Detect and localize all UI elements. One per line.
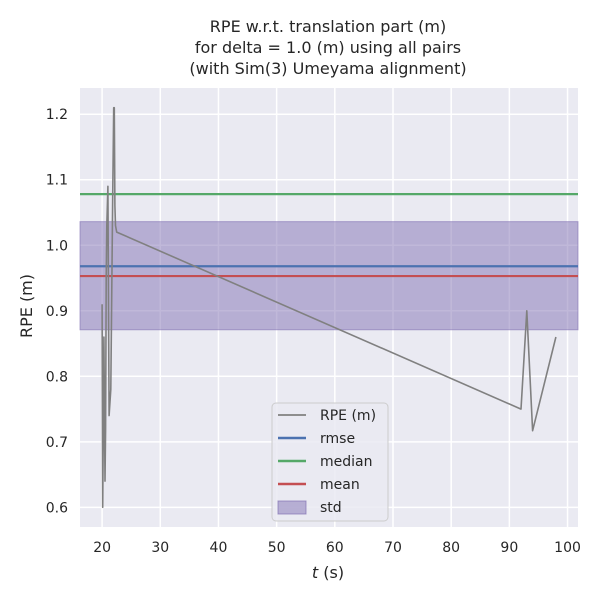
y-tick-label: 1.1	[46, 173, 68, 189]
x-tick-label: 40	[210, 540, 228, 556]
y-tick-label: 0.6	[46, 500, 68, 516]
legend-label: mean	[320, 477, 360, 493]
x-tick-label: 90	[500, 540, 518, 556]
y-tick-label: 0.7	[46, 435, 68, 451]
x-axis-variable: t	[312, 563, 319, 582]
y-tick-label: 1.2	[46, 107, 68, 123]
legend-swatch-std	[277, 500, 307, 515]
y-tick-label: 0.9	[46, 304, 68, 320]
plot-area	[79, 88, 579, 527]
x-tick-label: 100	[554, 540, 581, 556]
x-tick-label: 20	[93, 540, 111, 556]
y-tick-label: 1.0	[46, 238, 68, 254]
chart-title-line-3: (with Sim(3) Umeyama alignment)	[189, 59, 466, 78]
y-axis-label: RPE (m)	[17, 274, 36, 338]
chart-title-line-1: RPE w.r.t. translation part (m)	[210, 17, 446, 36]
legend-frame	[271, 402, 389, 522]
x-tick-label: 70	[384, 540, 402, 556]
legend-label: rmse	[320, 431, 355, 447]
legend-label: RPE (m)	[320, 408, 376, 424]
legend-label: std	[320, 500, 342, 516]
x-tick-label: 60	[326, 540, 344, 556]
x-axis-unit: (s)	[318, 563, 344, 582]
x-axis-label: t (s)	[312, 563, 344, 582]
legend: RPE (m) rmse median mean std	[271, 402, 389, 522]
legend-label: median	[320, 454, 372, 470]
rpe-series-line	[101, 106, 557, 509]
y-tick-label: 0.8	[46, 369, 68, 385]
x-tick-label: 80	[442, 540, 460, 556]
chart-title-line-2: for delta = 1.0 (m) using all pairs	[195, 38, 461, 57]
x-tick-label: 30	[151, 540, 169, 556]
x-tick-label: 50	[268, 540, 286, 556]
